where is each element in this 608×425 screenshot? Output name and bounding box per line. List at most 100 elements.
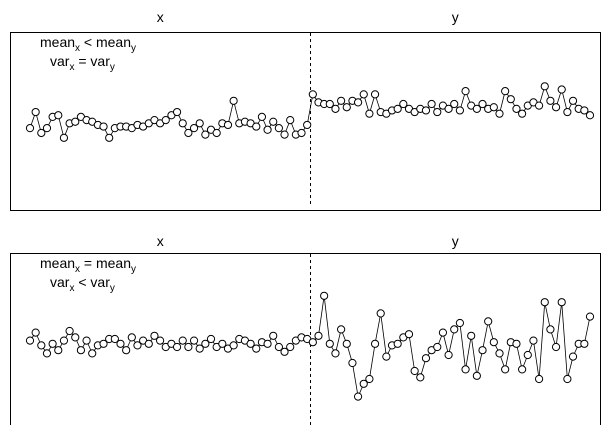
x-point bbox=[172, 107, 182, 117]
x-point bbox=[88, 349, 97, 358]
x-point bbox=[48, 339, 57, 348]
y-point bbox=[568, 352, 578, 361]
y-point bbox=[472, 104, 481, 113]
y-point bbox=[353, 98, 363, 107]
x-point bbox=[195, 119, 204, 128]
y-point bbox=[455, 106, 464, 115]
y-point bbox=[478, 99, 487, 109]
y-point bbox=[325, 339, 334, 348]
series-label-right: y bbox=[452, 233, 459, 249]
y-point bbox=[416, 373, 425, 382]
x-point bbox=[286, 116, 295, 125]
x-point bbox=[71, 333, 80, 342]
y-point bbox=[506, 95, 515, 104]
x-point bbox=[229, 341, 238, 350]
y-point bbox=[495, 109, 504, 118]
x-point bbox=[156, 336, 165, 345]
x-point bbox=[122, 346, 131, 355]
series-segment bbox=[465, 335, 472, 370]
y-point bbox=[580, 106, 589, 115]
x-point bbox=[144, 339, 153, 348]
x-point bbox=[54, 111, 63, 120]
y-point bbox=[540, 82, 549, 91]
series-segment bbox=[448, 329, 455, 356]
y-point bbox=[455, 318, 464, 328]
x-point bbox=[269, 331, 278, 340]
x-point bbox=[71, 117, 80, 126]
series-label-left: x bbox=[157, 233, 164, 249]
series-segment bbox=[533, 340, 540, 380]
y-point bbox=[534, 101, 544, 110]
x-point bbox=[286, 342, 295, 352]
x-point bbox=[31, 107, 40, 117]
x-point bbox=[76, 346, 86, 355]
x-point bbox=[263, 125, 272, 134]
x-point bbox=[257, 112, 267, 121]
x-point bbox=[127, 333, 136, 342]
y-point bbox=[421, 106, 431, 115]
y-point bbox=[512, 104, 521, 113]
y-point bbox=[585, 312, 595, 321]
x-point bbox=[110, 334, 119, 344]
y-point bbox=[308, 338, 317, 347]
y-point bbox=[348, 358, 357, 368]
series-segment bbox=[516, 343, 523, 370]
y-point bbox=[325, 99, 334, 109]
y-point bbox=[342, 103, 351, 112]
y-point bbox=[370, 339, 380, 348]
annotation-line-1: meanx < meany bbox=[40, 34, 136, 54]
x-point bbox=[246, 339, 255, 348]
y-point bbox=[563, 374, 572, 384]
series-segment bbox=[504, 342, 512, 370]
series-segment bbox=[538, 302, 546, 380]
x-point bbox=[195, 344, 204, 353]
y-point bbox=[370, 90, 380, 99]
series-segment bbox=[380, 313, 387, 357]
x-point bbox=[218, 339, 227, 348]
x-point bbox=[59, 133, 69, 142]
series-segment bbox=[323, 295, 331, 344]
x-point bbox=[65, 326, 74, 336]
series-segment bbox=[335, 329, 342, 354]
y-point bbox=[353, 392, 363, 401]
series-segment bbox=[318, 295, 325, 336]
series-segment bbox=[583, 316, 591, 344]
series-label-left: x bbox=[157, 9, 164, 25]
y-point bbox=[501, 87, 510, 96]
series-segment bbox=[306, 94, 314, 126]
x-point bbox=[31, 328, 40, 337]
y-point bbox=[337, 325, 346, 334]
x-point bbox=[206, 334, 216, 344]
series-segment bbox=[476, 350, 483, 376]
x-point bbox=[280, 130, 289, 139]
x-point bbox=[59, 336, 69, 345]
y-point bbox=[484, 317, 493, 326]
y-point bbox=[320, 291, 329, 300]
y-point bbox=[557, 85, 566, 94]
x-point bbox=[274, 124, 283, 133]
y-point bbox=[489, 338, 498, 347]
series-segment bbox=[408, 334, 416, 372]
series-segment bbox=[368, 343, 376, 380]
y-point bbox=[546, 325, 555, 334]
y-point bbox=[568, 96, 578, 105]
x-point bbox=[105, 133, 114, 142]
x-point bbox=[269, 117, 278, 126]
y-point bbox=[331, 104, 340, 113]
y-point bbox=[478, 346, 487, 355]
series-segment bbox=[374, 313, 382, 344]
y-point bbox=[399, 99, 408, 109]
x-point bbox=[303, 120, 312, 130]
x-point bbox=[189, 336, 199, 345]
y-point bbox=[534, 374, 544, 384]
x-point bbox=[252, 122, 261, 131]
y-point bbox=[393, 104, 402, 113]
x-point bbox=[25, 336, 35, 345]
x-point bbox=[297, 128, 306, 138]
y-point bbox=[546, 96, 555, 105]
y-point bbox=[461, 365, 470, 374]
series-label-right: y bbox=[452, 9, 459, 25]
x-point bbox=[201, 130, 210, 139]
y-point bbox=[331, 349, 340, 358]
